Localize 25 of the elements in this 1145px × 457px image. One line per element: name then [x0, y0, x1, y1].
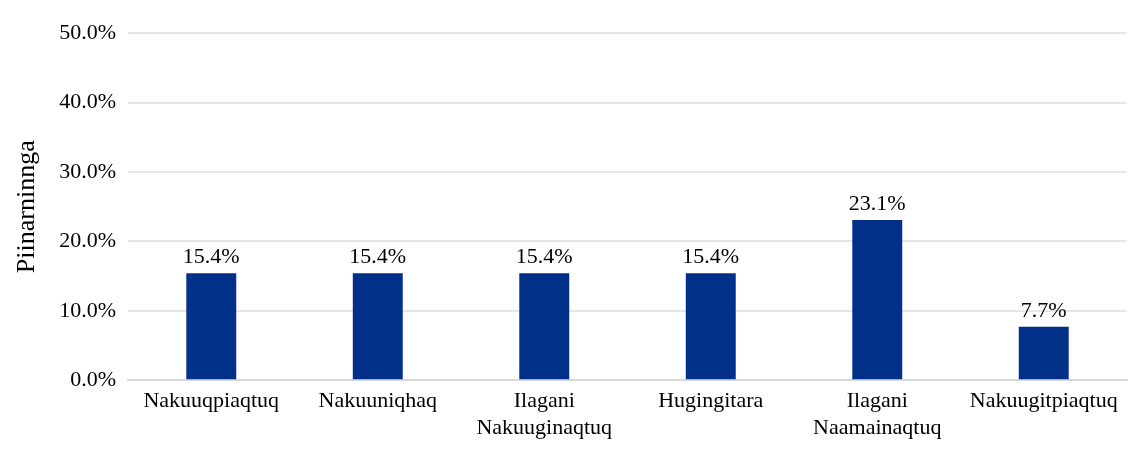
- data-label: 7.7%: [1020, 296, 1067, 322]
- x-tick-label: Nakuuniqhaq: [318, 387, 438, 413]
- data-label: 15.4%: [515, 243, 573, 269]
- y-tick-label: 30.0%: [59, 157, 117, 183]
- x-tick-label: Ilagani Naamainaqtuq: [813, 387, 942, 439]
- y-axis-title: Piinarninnga: [11, 139, 41, 274]
- data-label: 15.4%: [682, 243, 740, 269]
- bar: [519, 273, 570, 380]
- bar: [186, 273, 237, 380]
- y-tick-label: 0.0%: [70, 365, 117, 391]
- bar: [1018, 326, 1069, 380]
- bar: [852, 219, 903, 380]
- data-label: 23.1%: [848, 189, 906, 215]
- x-tick-label: Nakuuqpiaqtuq: [143, 387, 280, 413]
- bar: [685, 273, 736, 380]
- y-tick-label: 10.0%: [59, 296, 117, 322]
- x-tick-label: Ilagani Nakuuginaqtuq: [476, 387, 613, 439]
- data-label: 15.4%: [182, 243, 240, 269]
- bar: [352, 273, 403, 380]
- y-tick-label: 50.0%: [59, 18, 117, 44]
- y-tick-label: 20.0%: [59, 227, 117, 253]
- x-tick-label: Hugingitara: [658, 387, 764, 413]
- x-tick-label: Nakuugitpiaqtuq: [969, 387, 1118, 413]
- y-tick-label: 40.0%: [59, 88, 117, 114]
- data-label: 15.4%: [349, 243, 407, 269]
